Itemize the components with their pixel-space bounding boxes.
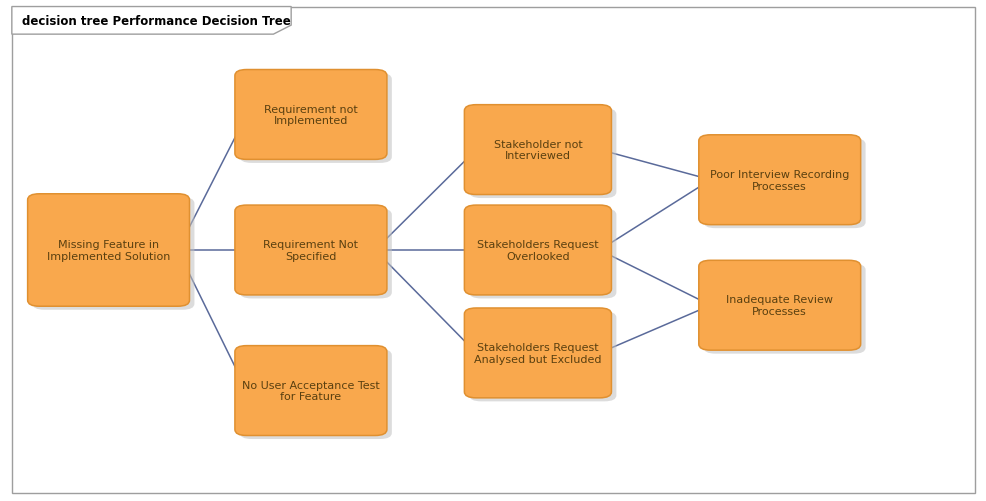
FancyBboxPatch shape (698, 261, 860, 351)
FancyBboxPatch shape (463, 106, 611, 195)
FancyBboxPatch shape (235, 206, 387, 295)
FancyBboxPatch shape (240, 350, 391, 439)
FancyBboxPatch shape (33, 198, 194, 310)
FancyBboxPatch shape (235, 346, 387, 435)
FancyBboxPatch shape (463, 206, 611, 295)
Text: Stakeholder not
Interviewed: Stakeholder not Interviewed (493, 139, 582, 161)
Polygon shape (12, 8, 291, 35)
FancyBboxPatch shape (469, 109, 615, 198)
FancyBboxPatch shape (240, 209, 391, 299)
Text: Stakeholders Request
Analysed but Excluded: Stakeholders Request Analysed but Exclud… (473, 342, 601, 364)
FancyBboxPatch shape (235, 70, 387, 160)
Text: Requirement Not
Specified: Requirement Not Specified (263, 239, 358, 262)
FancyBboxPatch shape (469, 209, 615, 299)
Text: Inadequate Review
Processes: Inadequate Review Processes (726, 295, 832, 317)
FancyBboxPatch shape (698, 135, 860, 225)
FancyBboxPatch shape (703, 265, 865, 354)
FancyBboxPatch shape (469, 312, 615, 402)
FancyBboxPatch shape (463, 309, 611, 398)
FancyBboxPatch shape (703, 139, 865, 228)
Text: Missing Feature in
Implemented Solution: Missing Feature in Implemented Solution (46, 239, 171, 262)
FancyBboxPatch shape (28, 194, 189, 307)
Text: Poor Interview Recording
Processes: Poor Interview Recording Processes (709, 169, 849, 191)
FancyBboxPatch shape (240, 74, 391, 163)
Text: No User Acceptance Test
for Feature: No User Acceptance Test for Feature (242, 380, 380, 402)
Text: Requirement not
Implemented: Requirement not Implemented (264, 104, 357, 126)
Text: Stakeholders Request
Overlooked: Stakeholders Request Overlooked (476, 239, 599, 262)
Text: decision tree Performance Decision Tree: decision tree Performance Decision Tree (22, 15, 290, 28)
